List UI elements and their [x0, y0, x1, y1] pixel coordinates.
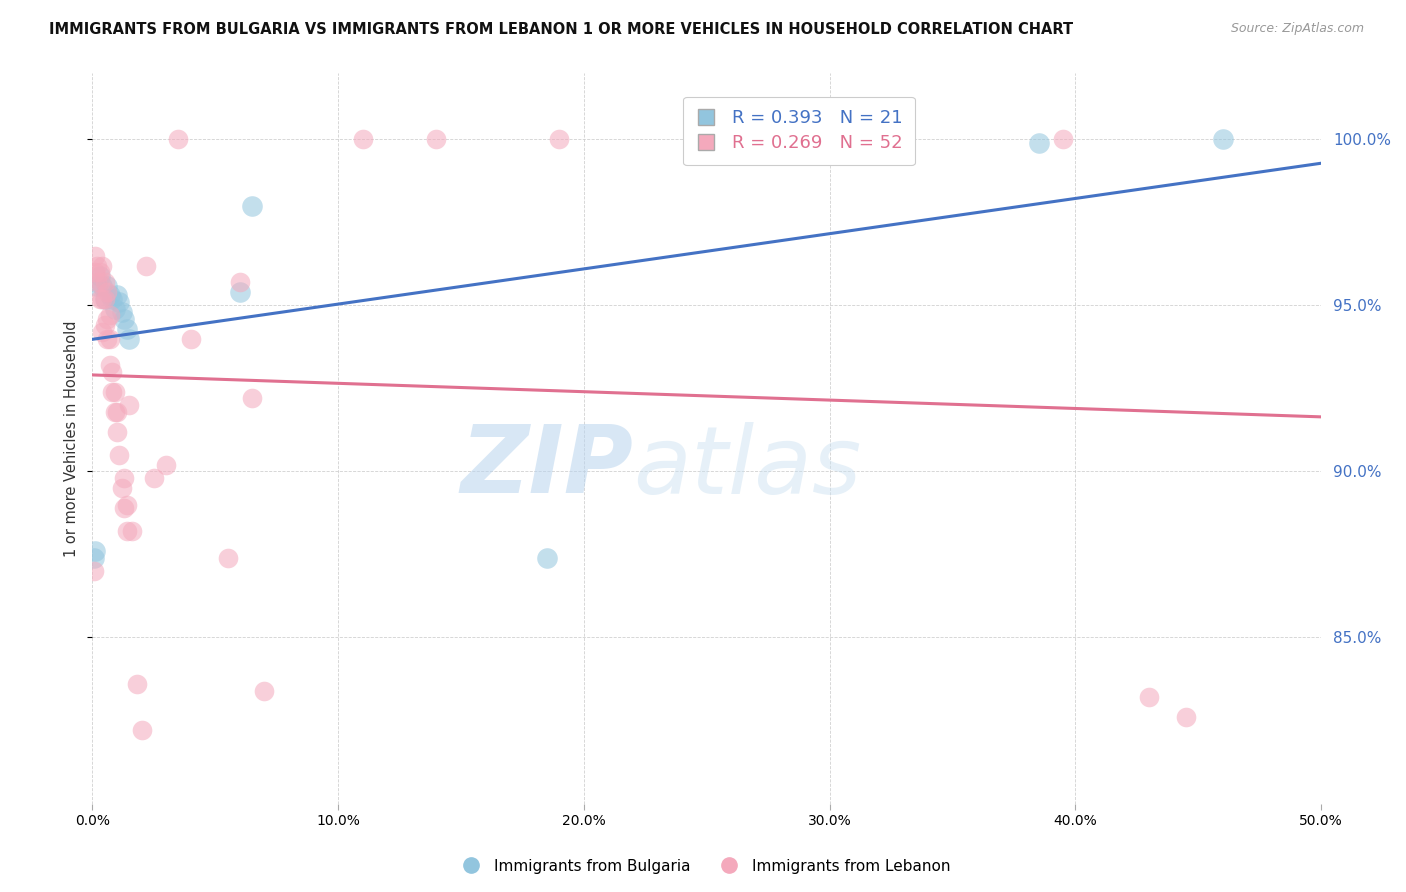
Point — [1212, 132, 1234, 146]
Point — [89, 292, 111, 306]
Text: atlas: atlas — [633, 422, 862, 513]
Point — [1052, 132, 1074, 146]
Point — [217, 550, 239, 565]
Text: Source: ZipAtlas.com: Source: ZipAtlas.com — [1230, 22, 1364, 36]
Point — [229, 285, 252, 300]
Point — [536, 550, 558, 565]
Point — [142, 471, 165, 485]
Point — [105, 405, 128, 419]
Point — [86, 275, 108, 289]
Point — [91, 278, 114, 293]
Point — [83, 550, 105, 565]
Point — [118, 332, 141, 346]
Point — [89, 265, 111, 279]
Point — [96, 285, 118, 300]
Point — [112, 311, 135, 326]
Point — [118, 398, 141, 412]
Point — [105, 288, 128, 302]
Point — [93, 275, 115, 289]
Point — [125, 677, 148, 691]
Point — [1028, 136, 1050, 150]
Point — [93, 292, 115, 306]
Point — [115, 498, 138, 512]
Point — [155, 458, 177, 472]
Point — [91, 259, 114, 273]
Point — [352, 132, 374, 146]
Point — [135, 259, 157, 273]
Point — [86, 259, 108, 273]
Y-axis label: 1 or more Vehicles in Household: 1 or more Vehicles in Household — [65, 320, 79, 557]
Point — [240, 392, 263, 406]
Point — [229, 275, 252, 289]
Point — [98, 332, 121, 346]
Point — [425, 132, 447, 146]
Point — [112, 471, 135, 485]
Point — [89, 268, 111, 283]
Point — [112, 500, 135, 515]
Point — [98, 358, 121, 372]
Point — [98, 288, 121, 302]
Point — [98, 309, 121, 323]
Point — [111, 305, 134, 319]
Point — [103, 384, 125, 399]
Point — [253, 683, 276, 698]
Point — [167, 132, 190, 146]
Point — [96, 332, 118, 346]
Point — [101, 365, 124, 379]
Point — [180, 332, 202, 346]
Legend: R = 0.393   N = 21, R = 0.269   N = 52: R = 0.393 N = 21, R = 0.269 N = 52 — [683, 96, 915, 165]
Point — [115, 321, 138, 335]
Point — [101, 292, 124, 306]
Point — [93, 292, 115, 306]
Point — [93, 318, 115, 333]
Point — [121, 524, 143, 539]
Point — [83, 249, 105, 263]
Point — [108, 448, 131, 462]
Point — [101, 384, 124, 399]
Legend: Immigrants from Bulgaria, Immigrants from Lebanon: Immigrants from Bulgaria, Immigrants fro… — [450, 853, 956, 880]
Point — [83, 544, 105, 558]
Point — [103, 405, 125, 419]
Point — [1137, 690, 1160, 705]
Point — [96, 311, 118, 326]
Point — [105, 425, 128, 439]
Point — [548, 132, 571, 146]
Point — [83, 564, 105, 578]
Point — [91, 325, 114, 339]
Point — [91, 292, 114, 306]
Text: IMMIGRANTS FROM BULGARIA VS IMMIGRANTS FROM LEBANON 1 OR MORE VEHICLES IN HOUSEH: IMMIGRANTS FROM BULGARIA VS IMMIGRANTS F… — [49, 22, 1073, 37]
Point — [108, 295, 131, 310]
Point — [868, 132, 890, 146]
Point — [89, 275, 111, 289]
Text: ZIP: ZIP — [460, 422, 633, 514]
Point — [111, 481, 134, 495]
Point — [131, 723, 153, 738]
Point — [86, 278, 108, 293]
Point — [83, 265, 105, 279]
Point — [96, 278, 118, 293]
Point — [103, 301, 125, 316]
Point — [240, 199, 263, 213]
Point — [115, 524, 138, 539]
Point — [1175, 710, 1198, 724]
